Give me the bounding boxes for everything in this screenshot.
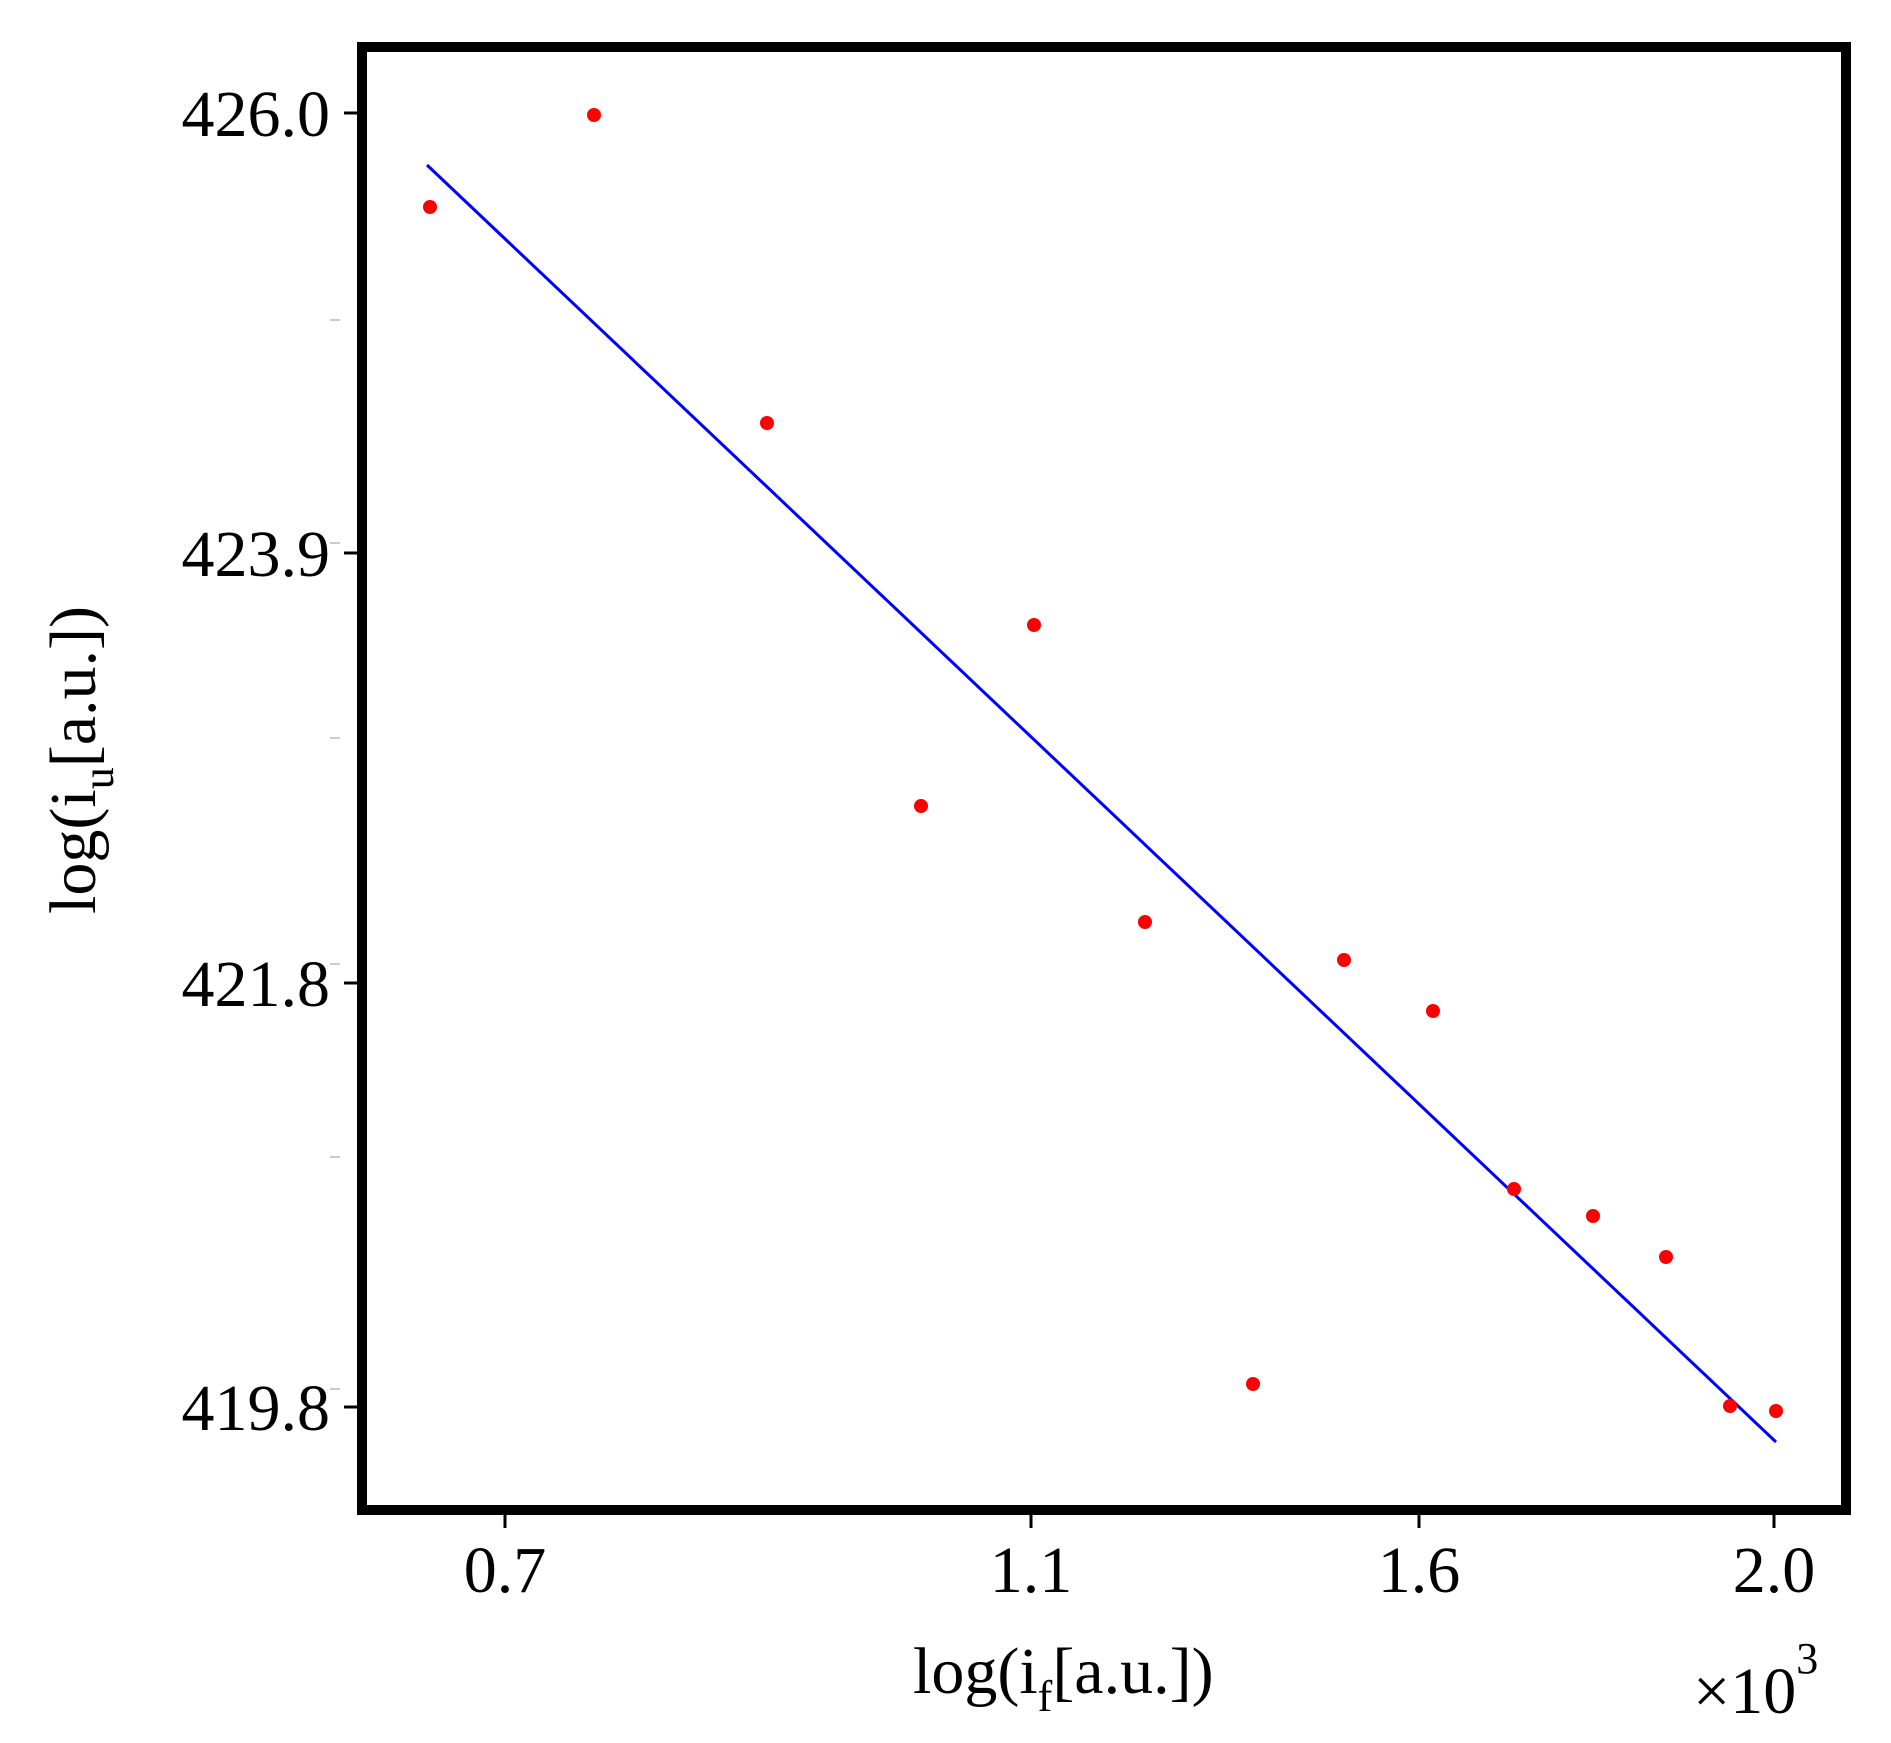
- y-axis: [344, 111, 357, 1409]
- x-multiplier-base: ×10: [1693, 1655, 1796, 1728]
- x-axis-label-rest: [a.u.]): [1052, 1635, 1213, 1708]
- x-axis-label-main: log(i: [913, 1635, 1038, 1708]
- x-axis-multiplier: ×103: [1693, 1634, 1818, 1728]
- x-tick-label: 2.0: [1733, 1534, 1816, 1607]
- data-point: [1426, 1004, 1440, 1018]
- data-point: [1027, 618, 1041, 632]
- x-tick-label: 0.7: [464, 1534, 547, 1607]
- data-point: [914, 799, 928, 813]
- data-point: [1723, 1399, 1737, 1413]
- data-point: [1586, 1209, 1600, 1223]
- y-tick-label: 426.0: [182, 78, 331, 151]
- data-point: [1337, 953, 1351, 967]
- x-axis-label: log(if[a.u.]): [913, 1635, 1214, 1721]
- y-axis-label-main: log(i: [37, 789, 110, 914]
- data-point: [1138, 915, 1152, 929]
- fit-line: [425, 163, 1778, 1444]
- y-axis-label-sub: u: [74, 767, 123, 789]
- data-point: [1507, 1182, 1521, 1196]
- data-point: [587, 108, 601, 122]
- y-tick-label: 421.8: [182, 948, 331, 1021]
- y-tick-label: 423.9: [182, 518, 331, 591]
- x-axis: [503, 1515, 1776, 1528]
- y-axis-label-rest: [a.u.]): [37, 606, 110, 767]
- y-axis-label: log(iu[a.u.]): [37, 606, 123, 914]
- data-points: [423, 108, 1783, 1418]
- y-minor-ticks: [330, 319, 340, 1390]
- x-multiplier-exp: 3: [1796, 1634, 1818, 1683]
- x-tick-label: 1.1: [990, 1534, 1073, 1607]
- data-point: [1769, 1404, 1783, 1418]
- data-point: [1659, 1250, 1673, 1264]
- x-axis-label-sub: f: [1038, 1672, 1053, 1721]
- x-tick-label: 1.6: [1378, 1534, 1461, 1607]
- y-tick-label: 419.8: [182, 1372, 331, 1445]
- data-point: [760, 416, 774, 430]
- plot-frame: [357, 42, 1851, 1515]
- data-point: [1246, 1377, 1260, 1391]
- data-point: [423, 200, 437, 214]
